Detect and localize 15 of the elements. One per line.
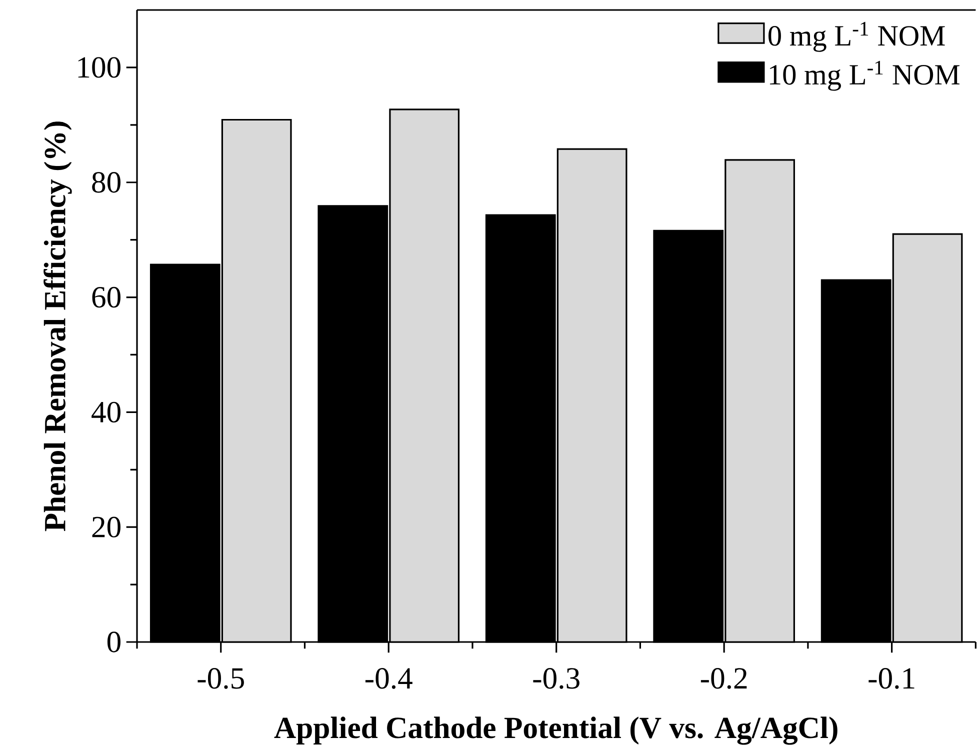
- x-tick-label: -0.1: [868, 668, 914, 689]
- y-axis-title: Phenol Removal Efficiency (%): [44, 122, 72, 532]
- x-tick-label: -0.3: [533, 668, 580, 689]
- legend-label: 10 mg L$^{-1}$ NOM: [770, 60, 960, 91]
- x-tick-label: -0.2: [700, 668, 747, 689]
- x-tick-label: -0.5: [198, 668, 244, 689]
- y-tick-label: 20: [92, 516, 120, 538]
- y-tick-label: 40: [92, 402, 120, 423]
- y-tick-label: 0: [107, 632, 120, 652]
- y-tick-label: 60: [92, 286, 120, 308]
- x-tick-label: -0.4: [365, 668, 412, 689]
- y-tick-label: 80: [92, 172, 120, 193]
- legend-label: 0 mg L$^{-1}$ NOM: [768, 22, 945, 52]
- x-axis-title: Applied Cathode Potential (V vs. Ag/AgCl): [274, 716, 838, 745]
- y-tick-label: 100: [78, 57, 120, 78]
